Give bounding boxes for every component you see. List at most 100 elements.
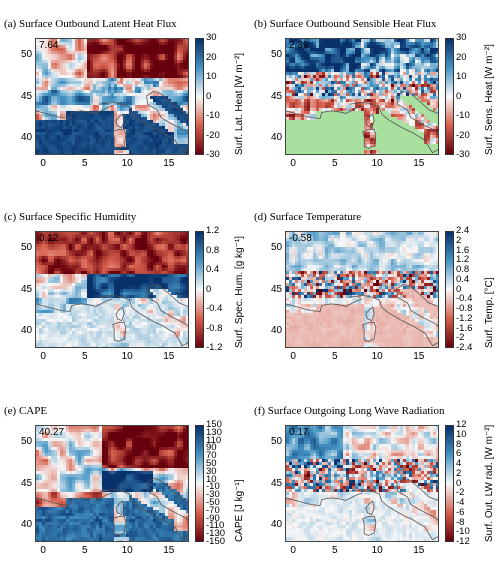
y-tick-label: 45 <box>271 90 283 102</box>
coastline <box>112 515 127 536</box>
coastline <box>365 500 375 516</box>
colorbar-tick-label: -110 <box>206 520 225 532</box>
colorbar-tick-label: -20 <box>206 129 220 141</box>
x-tick-label: 0 <box>290 545 296 556</box>
coastline <box>396 284 438 327</box>
coastline <box>146 478 188 521</box>
colorbar <box>195 425 204 542</box>
colorbar-tick-label: -30 <box>456 149 470 160</box>
colorbar-tick-label: -8 <box>456 516 465 528</box>
y-tick-label: 50 <box>271 435 283 447</box>
coastline <box>158 92 188 114</box>
panel-f: (f) Surface Outgoing Long Wave Radiation… <box>250 387 500 580</box>
coastline <box>408 479 438 501</box>
coastline <box>158 479 188 501</box>
x-tick-label: 5 <box>81 351 88 362</box>
colorbar-tick-label: 10 <box>206 71 217 82</box>
colorbar-tick-label: -20 <box>456 129 470 141</box>
x-tick-label: 10 <box>371 545 383 556</box>
colorbar-label: Surf. Sens. Heat [W m⁻²] <box>484 44 495 155</box>
coastline <box>365 113 375 129</box>
colorbar-tick-label: 2.4 <box>456 225 470 236</box>
y-tick-label: 45 <box>271 477 283 489</box>
panel-title: (c) Surface Specific Humidity <box>4 211 137 223</box>
panel-title: (d) Surface Temperature <box>254 211 362 223</box>
panel-c: (c) Surface Specific Humidity 0.12 50 45 40 0… <box>0 193 250 386</box>
x-tick-label: 15 <box>413 158 425 169</box>
y-tick-label: 50 <box>21 241 33 253</box>
field-map <box>286 426 438 541</box>
y-tick-label: 45 <box>21 477 33 489</box>
coastline <box>349 102 438 154</box>
coastline <box>396 478 438 521</box>
domain-mean-value: -0.58 <box>289 233 312 244</box>
panel-a: (a) Surface Outbound Latent Heat Flux 7.6… <box>0 0 250 193</box>
colorbar-tick-label: 150 <box>206 419 222 430</box>
colorbar-tick-label: -50 <box>206 497 220 508</box>
colorbar-tick-label: -10 <box>456 526 470 538</box>
coastline <box>365 306 375 322</box>
coastline <box>349 295 438 347</box>
x-tick-label: 0 <box>290 158 296 169</box>
x-tick-label: 0 <box>40 545 46 556</box>
colorbar-tick-label: -1.2 <box>456 312 473 324</box>
map-area <box>35 231 189 348</box>
x-tick-label: 15 <box>413 545 425 556</box>
coastline <box>99 102 188 154</box>
colorbar-tick-label: -0.8 <box>456 303 473 314</box>
colorbar-tick-label: 10 <box>206 473 217 485</box>
colorbar-label: Surf. Lat. Heat [W m⁻²] <box>234 53 245 155</box>
domain-mean-value: 7.64 <box>39 40 59 51</box>
colorbar-tick-label: 0.4 <box>456 273 470 285</box>
colorbar-tick-label: 30 <box>456 32 467 43</box>
colorbar-tick-label: 0 <box>206 90 212 102</box>
y-tick-label: 40 <box>271 325 283 337</box>
colorbar-tick-label: -1.2 <box>206 342 223 353</box>
coastline <box>99 295 188 347</box>
x-tick-label: 10 <box>121 545 133 556</box>
colorbar-tick-label: -130 <box>206 528 226 540</box>
colorbar-tick-label: 0 <box>206 283 212 295</box>
colorbar <box>445 425 454 542</box>
colorbar-tick-label: -2 <box>456 487 465 499</box>
colorbar-tick-label: 12 <box>456 419 467 430</box>
colorbar-tick-label: -10 <box>456 110 470 121</box>
colorbar-tick-label: -90 <box>206 512 220 524</box>
map-area <box>285 425 439 542</box>
colorbar-tick-label: 1.2 <box>456 254 470 266</box>
coastline <box>408 92 438 114</box>
coastline <box>408 285 438 307</box>
colorbar-tick-label: 30 <box>206 32 217 43</box>
coastline <box>36 105 113 119</box>
map-area <box>285 38 439 155</box>
colorbar-tick-label: 8 <box>456 438 462 450</box>
panel-title: (e) CAPE <box>4 405 48 417</box>
colorbar-tick-label: -150 <box>206 536 226 547</box>
panel-d: (d) Surface Temperature -0.58 50 45 40 0 5 10 15… <box>250 193 500 386</box>
colorbar-tick-label: 0.8 <box>456 264 470 275</box>
colorbar-tick-label: 2 <box>456 234 462 246</box>
y-tick-label: 40 <box>21 519 33 531</box>
map-area <box>35 38 189 155</box>
colorbar-tick-label: 130 <box>206 426 222 438</box>
y-tick-label: 45 <box>21 283 33 295</box>
y-tick-label: 50 <box>21 48 33 60</box>
colorbar-tick-label: -0.4 <box>456 293 473 305</box>
colorbar-tick-label: -30 <box>206 149 220 160</box>
x-tick-label: 15 <box>163 351 175 362</box>
colorbar-tick-label: 1.6 <box>456 244 470 256</box>
map-area <box>285 231 439 348</box>
coastline <box>286 492 363 506</box>
colorbar-tick-label: 4 <box>456 458 462 469</box>
colorbar-tick-label: 90 <box>206 442 217 454</box>
x-tick-label: 0 <box>290 351 296 362</box>
colorbar-tick-label: -6 <box>456 506 465 518</box>
y-tick-label: 45 <box>271 283 283 295</box>
coastline <box>112 321 127 342</box>
x-tick-label: 10 <box>371 158 383 169</box>
y-tick-label: 40 <box>21 325 33 337</box>
colorbar <box>195 38 204 155</box>
domain-mean-value: 0.17 <box>289 427 309 438</box>
x-tick-label: 10 <box>371 351 383 362</box>
coastline <box>36 492 113 506</box>
